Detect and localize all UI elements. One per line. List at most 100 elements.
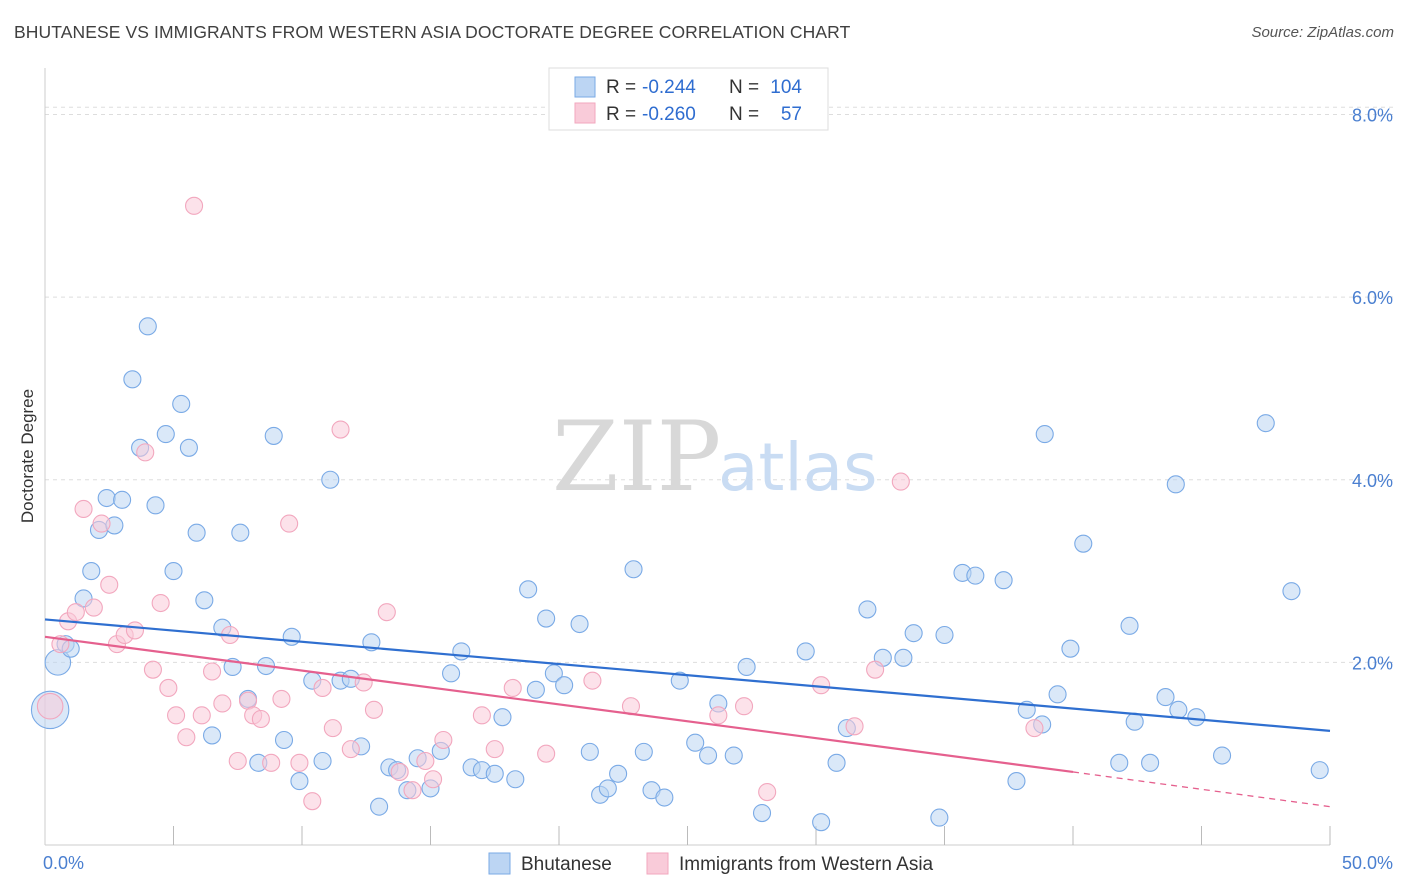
immigrants-point xyxy=(583,671,602,690)
bhutanese-point xyxy=(966,566,985,585)
immigrants-point xyxy=(537,744,556,763)
bhutanese-point xyxy=(634,742,653,761)
immigrants-point xyxy=(377,603,396,622)
bhutanese-point xyxy=(493,708,512,727)
bhutanese-point xyxy=(827,753,846,772)
bhutanese-point xyxy=(282,627,301,646)
bhutanese-point xyxy=(313,751,332,771)
bhutanese-point xyxy=(894,648,913,667)
y-tick-labels: 2.0% 4.0% 6.0% 8.0% xyxy=(1352,106,1393,674)
bhutanese-point xyxy=(321,470,340,489)
immigrants-point xyxy=(125,621,144,640)
legend-r-label-1: R = xyxy=(606,104,636,125)
immigrants-point xyxy=(416,751,435,771)
bhutanese-point xyxy=(1141,753,1160,772)
immigrants-point xyxy=(331,420,350,439)
immigrants-point xyxy=(403,781,422,800)
immigrants-points xyxy=(36,196,1044,811)
immigrants-trend-line xyxy=(44,635,1074,774)
bhutanese-point xyxy=(812,813,831,832)
bhutanese-point xyxy=(290,772,309,791)
bhutanese-point xyxy=(452,642,471,661)
legend-n-label-1: N = xyxy=(729,104,759,125)
immigrants-point xyxy=(1025,719,1044,738)
immigrants-point xyxy=(290,753,309,772)
bhutanese-point xyxy=(598,779,617,798)
legend-r-label-0: R = xyxy=(606,77,636,98)
bhutanese-point xyxy=(1187,708,1206,727)
bhutanese-point xyxy=(82,562,101,581)
legend-n-value-0: 104 xyxy=(770,77,802,98)
bhutanese-point xyxy=(442,664,461,683)
bhutanese-point xyxy=(1213,746,1232,765)
immigrants-point xyxy=(262,753,281,772)
bhutanese-point xyxy=(203,726,222,745)
bhutanese-point xyxy=(1110,753,1129,772)
bhutanese-point xyxy=(231,523,250,542)
bhutanese-point xyxy=(609,764,628,783)
immigrants-point xyxy=(709,706,728,725)
immigrants-point xyxy=(151,593,170,613)
immigrants-point xyxy=(100,575,119,594)
bhutanese-point xyxy=(655,788,674,807)
bhutanese-point xyxy=(195,591,214,610)
immigrants-point xyxy=(323,719,342,738)
x-tick-label-max: 50.0% xyxy=(1342,853,1393,873)
immigrants-point xyxy=(84,598,103,617)
bhutanese-point xyxy=(1166,475,1185,494)
bhutanese-point xyxy=(930,808,949,827)
immigrants-point xyxy=(136,443,155,462)
bhutanese-point xyxy=(123,370,142,389)
immigrants-point xyxy=(167,706,186,725)
legend-n-value-1: 57 xyxy=(781,104,802,125)
immigrants-point xyxy=(354,673,373,692)
immigrants-point xyxy=(313,678,332,697)
legend-r-value-0: -0.244 xyxy=(642,77,696,98)
bhutanese-point xyxy=(994,571,1013,590)
bhutanese-point xyxy=(1125,712,1144,731)
bhutanese-point xyxy=(570,614,589,634)
bottom-legend-label-immigrants: Immigrants from Western Asia xyxy=(679,854,934,875)
immigrants-point xyxy=(92,514,111,533)
immigrants-point xyxy=(845,717,864,736)
immigrants-point xyxy=(177,728,196,747)
bhutanese-point xyxy=(686,733,705,752)
x-ticks xyxy=(173,826,1331,845)
immigrants-point xyxy=(192,706,211,725)
bhutanese-points xyxy=(30,317,1329,832)
y-tick-label: 6.0% xyxy=(1352,288,1393,308)
immigrants-point xyxy=(364,700,384,719)
bhutanese-point xyxy=(544,664,563,683)
bhutanese-point xyxy=(670,671,689,690)
bhutanese-point xyxy=(1310,761,1329,780)
bhutanese-point xyxy=(1156,688,1175,707)
bhutanese-point xyxy=(179,438,198,457)
bhutanese-point xyxy=(187,523,206,542)
immigrants-point xyxy=(891,472,910,491)
bhutanese-point xyxy=(796,642,815,661)
bottom-legend-label-bhutanese: Bhutanese xyxy=(521,854,612,875)
bhutanese-point xyxy=(737,657,756,676)
bhutanese-point xyxy=(97,488,116,508)
bhutanese-point xyxy=(1007,772,1026,791)
immigrants-point xyxy=(390,762,409,782)
immigrants-point xyxy=(485,740,504,759)
bhutanese-point xyxy=(1282,582,1301,601)
bottom-legend-swatch-bhutanese xyxy=(488,852,511,875)
immigrants-point xyxy=(74,499,93,519)
bhutanese-point xyxy=(935,625,954,645)
immigrants-point xyxy=(866,660,885,679)
immigrants-point xyxy=(251,709,270,729)
bhutanese-point xyxy=(264,426,283,445)
bhutanese-point xyxy=(138,317,157,336)
bhutanese-point xyxy=(1035,425,1054,444)
bottom-legend-swatch-immigrants xyxy=(646,852,669,875)
bhutanese-point xyxy=(113,490,132,509)
legend-swatch-immigrants xyxy=(574,102,596,124)
bhutanese-point xyxy=(526,680,545,699)
bhutanese-point xyxy=(537,609,556,628)
watermark: ZIP atlas xyxy=(552,401,878,513)
immigrants-point xyxy=(758,782,777,802)
legend-swatch-bhutanese xyxy=(574,76,596,98)
immigrants-point xyxy=(213,694,232,713)
